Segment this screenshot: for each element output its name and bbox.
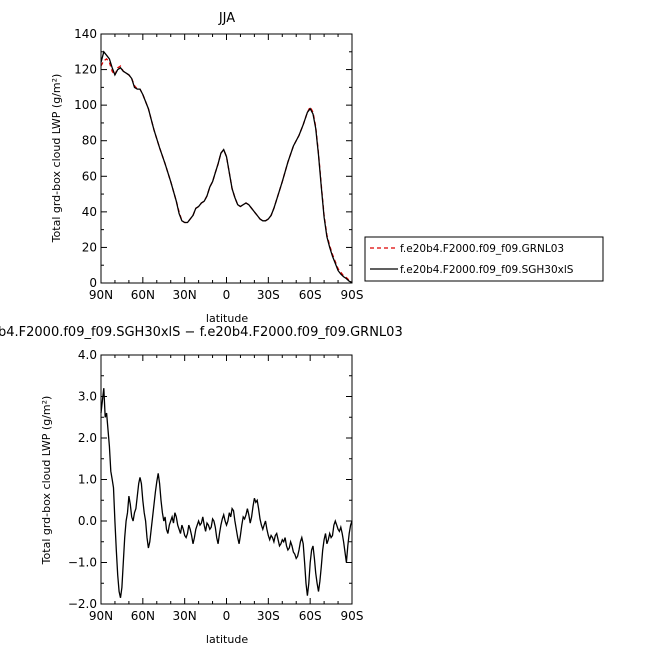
top-y-tick-label-6: 120 bbox=[74, 63, 97, 77]
top-y-tick-label-0: 0 bbox=[89, 276, 97, 290]
top-plot-title: JJA bbox=[218, 11, 235, 26]
bottom-x-tick-label-6: 90S bbox=[341, 609, 364, 623]
top-y-tick-label-7: 140 bbox=[74, 27, 97, 41]
bottom-y-tick-label-6: 4.0 bbox=[78, 348, 97, 362]
top-panel: JJA 90N 60N 30N 0 30S 60S 90S 0 20 40 60 80 100 120 14… bbox=[50, 11, 363, 325]
top-series-line-1 bbox=[100, 50, 353, 284]
bottom-x-tick-label-2: 30N bbox=[173, 609, 197, 623]
bottom-y-tick-label-5: 3.0 bbox=[78, 390, 97, 404]
top-y-tick-label-3: 60 bbox=[82, 169, 97, 183]
top-x-tick-label-2: 30N bbox=[173, 288, 197, 302]
top-series-line-0 bbox=[100, 58, 353, 283]
bottom-y-tick-label-1: −1.0 bbox=[68, 556, 97, 570]
bottom-x-tick-label-0: 90N bbox=[89, 609, 113, 623]
legend-box bbox=[364, 236, 604, 282]
top-ticks: 90N 60N 30N 0 30S 60S 90S 0 20 40 60 80 100 120 140 bbox=[74, 27, 363, 302]
legend-label-grnl03: f.e20b4.F2000.f09_f09.GRNL03 bbox=[400, 243, 564, 255]
legend-label-sgh30xls: f.e20b4.F2000.f09_f09.SGH30xlS bbox=[400, 264, 574, 276]
bottom-y-tick-label-4: 2.0 bbox=[78, 431, 97, 445]
top-x-tick-label-3: 0 bbox=[223, 288, 231, 302]
bottom-plot-frame bbox=[100, 354, 353, 605]
top-x-tick-label-5: 60S bbox=[299, 288, 322, 302]
top-y-tick-label-4: 80 bbox=[82, 134, 97, 148]
bottom-plot-title: b4.F2000.f09_f09.SGH30xlS − f.e20b4.F200… bbox=[0, 325, 403, 340]
bottom-panel: b4.F2000.f09_f09.SGH30xlS − f.e20b4.F200… bbox=[0, 325, 403, 646]
bottom-x-tick-label-3: 0 bbox=[223, 609, 231, 623]
top-x-tick-label-4: 30S bbox=[257, 288, 280, 302]
top-y-tick-label-2: 40 bbox=[82, 205, 97, 219]
bottom-x-tick-label-4: 30S bbox=[257, 609, 280, 623]
top-x-axis-title: latitude bbox=[206, 312, 248, 325]
top-x-tick-label-6: 90S bbox=[341, 288, 364, 302]
bottom-y-tick-label-3: 1.0 bbox=[78, 473, 97, 487]
bottom-y-tick-label-0: −2.0 bbox=[68, 597, 97, 611]
bottom-ticks: 90N 60N 30N 0 30S 60S 90S −2.0 −1.0 0.0 1.0 2.0 3.0 4… bbox=[68, 348, 364, 623]
top-x-tick-label-1: 60N bbox=[131, 288, 155, 302]
legend: f.e20b4.F2000.f09_f09.GRNL03 f.e20b4.F20… bbox=[364, 236, 604, 282]
bottom-y-axis-title: Total grd-box cloud LWP (g/m²) bbox=[40, 396, 53, 566]
bottom-x-tick-label-5: 60S bbox=[299, 609, 322, 623]
bottom-y-tick-label-2: 0.0 bbox=[78, 514, 97, 528]
bottom-x-axis-title: latitude bbox=[206, 633, 248, 646]
top-y-tick-label-5: 100 bbox=[74, 98, 97, 112]
top-y-axis-title: Total grd-box cloud LWP (g/m²) bbox=[50, 74, 63, 244]
top-x-tick-label-0: 90N bbox=[89, 288, 113, 302]
bottom-series-layer bbox=[100, 388, 353, 598]
top-series-layer bbox=[100, 50, 353, 284]
bottom-x-tick-label-1: 60N bbox=[131, 609, 155, 623]
top-y-tick-label-1: 20 bbox=[82, 240, 97, 254]
bottom-series-line-0 bbox=[100, 388, 353, 598]
